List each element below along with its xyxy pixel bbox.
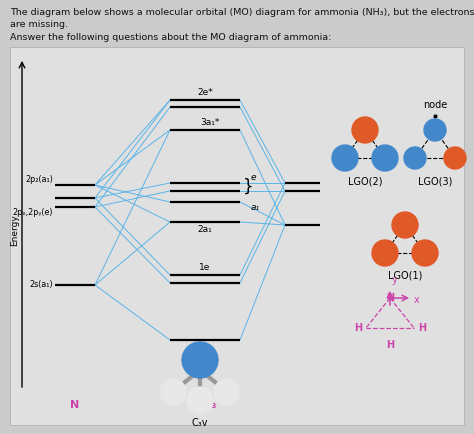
Circle shape	[372, 145, 398, 171]
Circle shape	[332, 145, 358, 171]
Text: N: N	[70, 400, 80, 410]
Circle shape	[412, 240, 438, 266]
Text: 1a₁: 1a₁	[198, 343, 212, 352]
Text: H: H	[354, 323, 362, 333]
Text: 2p₂(a₁): 2p₂(a₁)	[25, 175, 53, 184]
Text: N: N	[386, 293, 394, 303]
Text: e: e	[251, 173, 256, 182]
Text: 3a₁*: 3a₁*	[201, 118, 219, 127]
Text: 1e: 1e	[199, 263, 210, 272]
Text: }: }	[243, 178, 254, 196]
Text: 2pₓ,2pᵧ(e): 2pₓ,2pᵧ(e)	[12, 208, 53, 217]
Text: 2a₁: 2a₁	[198, 225, 212, 234]
Text: C₃v: C₃v	[192, 418, 208, 428]
Circle shape	[404, 147, 426, 169]
Circle shape	[187, 387, 213, 413]
Text: y: y	[392, 275, 398, 285]
Circle shape	[160, 379, 186, 405]
FancyBboxPatch shape	[10, 47, 464, 425]
Text: LGO(1): LGO(1)	[388, 271, 422, 281]
Text: a₁: a₁	[251, 203, 260, 212]
Circle shape	[392, 212, 418, 238]
Text: x: x	[414, 295, 420, 305]
Text: H: H	[386, 340, 394, 350]
Circle shape	[424, 119, 446, 141]
Circle shape	[352, 117, 378, 143]
Text: H: H	[418, 323, 426, 333]
Text: 2e*: 2e*	[197, 88, 213, 97]
Text: Energy: Energy	[10, 214, 19, 246]
Text: The diagram below shows a molecular orbital (MO) diagram for ammonia (NH₃), but : The diagram below shows a molecular orbi…	[10, 8, 474, 17]
Text: NH₃: NH₃	[193, 400, 217, 410]
Text: 2s(a₁): 2s(a₁)	[29, 280, 53, 289]
Text: LGO(3): LGO(3)	[418, 176, 452, 186]
Text: node: node	[423, 100, 447, 110]
Circle shape	[182, 342, 218, 378]
Circle shape	[444, 147, 466, 169]
Text: are missing.: are missing.	[10, 20, 68, 29]
Text: Answer the following questions about the MO diagram of ammonia:: Answer the following questions about the…	[10, 33, 331, 42]
Circle shape	[214, 379, 240, 405]
Circle shape	[372, 240, 398, 266]
Text: LGO(2): LGO(2)	[348, 176, 382, 186]
